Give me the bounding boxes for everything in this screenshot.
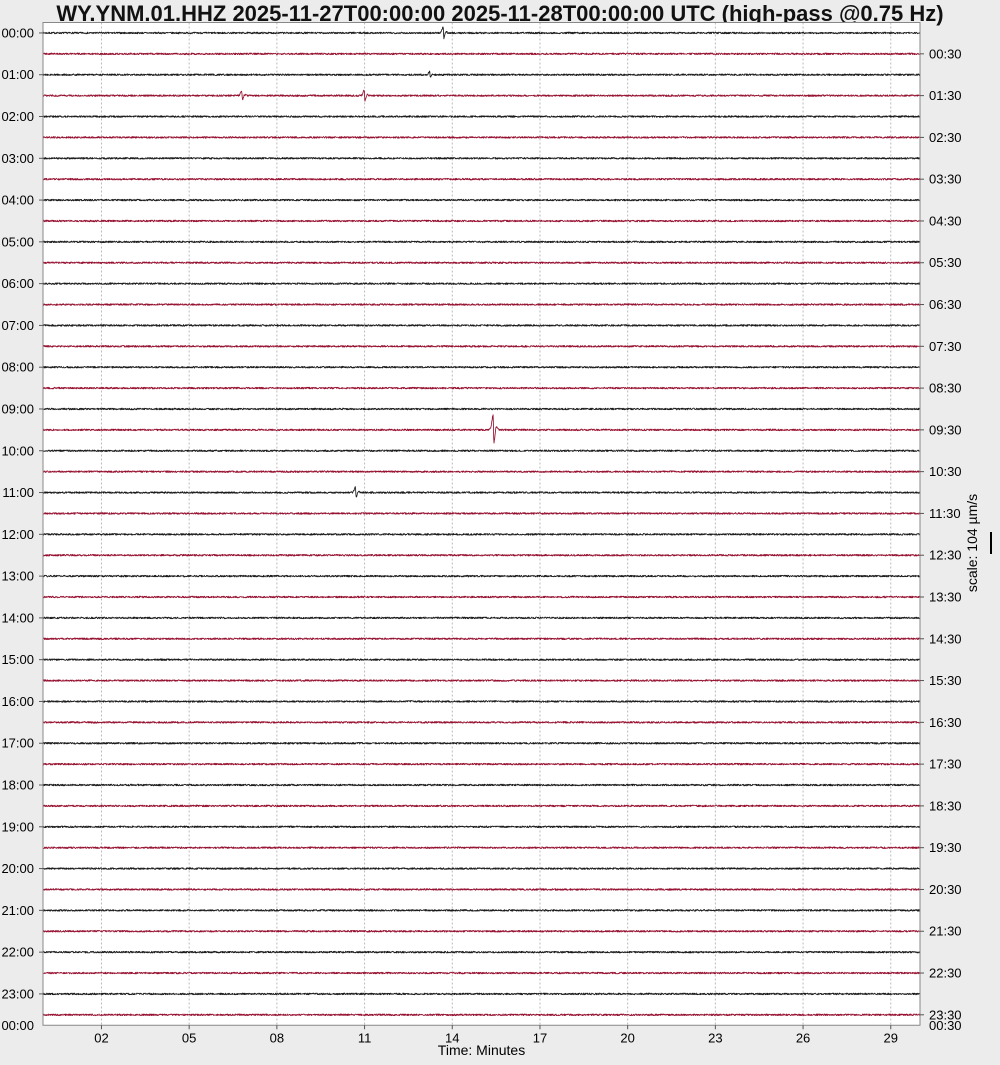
svg-text:07:00: 07:00 — [1, 318, 34, 333]
svg-text:10:30: 10:30 — [929, 464, 962, 479]
svg-text:03:30: 03:30 — [929, 172, 962, 187]
svg-text:20:00: 20:00 — [1, 861, 34, 876]
svg-text:01:30: 01:30 — [929, 88, 962, 103]
svg-text:17: 17 — [533, 1030, 547, 1045]
svg-text:08: 08 — [270, 1030, 284, 1045]
svg-text:08:30: 08:30 — [929, 381, 962, 396]
svg-text:14:30: 14:30 — [929, 631, 962, 646]
svg-text:01:00: 01:00 — [1, 67, 34, 82]
svg-text:18:30: 18:30 — [929, 798, 962, 813]
svg-text:00:00: 00:00 — [1, 1018, 34, 1033]
svg-text:02:00: 02:00 — [1, 109, 34, 124]
svg-text:Time: Minutes: Time: Minutes — [438, 1042, 525, 1058]
svg-text:26: 26 — [796, 1030, 810, 1045]
svg-text:23:00: 23:00 — [1, 986, 34, 1001]
svg-text:08:00: 08:00 — [1, 360, 34, 375]
svg-text:19:00: 19:00 — [1, 819, 34, 834]
svg-text:06:00: 06:00 — [1, 276, 34, 291]
svg-text:12:00: 12:00 — [1, 527, 34, 542]
svg-text:22:00: 22:00 — [1, 945, 34, 960]
svg-text:04:30: 04:30 — [929, 213, 962, 228]
svg-text:04:00: 04:00 — [1, 193, 34, 208]
svg-text:17:00: 17:00 — [1, 736, 34, 751]
svg-text:11:00: 11:00 — [2, 485, 34, 500]
svg-text:29: 29 — [884, 1030, 898, 1045]
svg-text:21:30: 21:30 — [929, 924, 962, 939]
svg-text:20: 20 — [620, 1030, 634, 1045]
svg-text:16:30: 16:30 — [929, 715, 962, 730]
svg-text:14:00: 14:00 — [1, 610, 34, 625]
svg-text:19:30: 19:30 — [929, 840, 962, 855]
svg-text:17:30: 17:30 — [929, 757, 962, 772]
svg-text:07:30: 07:30 — [929, 339, 962, 354]
svg-text:06:30: 06:30 — [929, 297, 962, 312]
svg-text:15:30: 15:30 — [929, 673, 962, 688]
svg-text:22:30: 22:30 — [929, 966, 962, 981]
svg-text:16:00: 16:00 — [1, 694, 34, 709]
svg-text:21:00: 21:00 — [1, 903, 34, 918]
svg-text:00:30: 00:30 — [929, 1018, 962, 1033]
svg-text:23: 23 — [708, 1030, 722, 1045]
svg-text:00:00: 00:00 — [1, 25, 34, 40]
svg-text:18:00: 18:00 — [1, 778, 34, 793]
svg-text:00:30: 00:30 — [929, 46, 962, 61]
svg-text:03:00: 03:00 — [1, 151, 34, 166]
svg-text:12:30: 12:30 — [929, 548, 962, 563]
svg-text:02: 02 — [94, 1030, 108, 1045]
svg-text:10:00: 10:00 — [1, 443, 34, 458]
svg-text:13:30: 13:30 — [929, 589, 962, 604]
svg-text:15:00: 15:00 — [1, 652, 34, 667]
svg-text:11:30: 11:30 — [929, 506, 961, 521]
svg-text:scale: 104 µm/s: scale: 104 µm/s — [964, 494, 980, 592]
svg-text:09:30: 09:30 — [929, 422, 962, 437]
svg-text:11: 11 — [358, 1030, 372, 1045]
svg-text:20:30: 20:30 — [929, 882, 962, 897]
svg-text:13:00: 13:00 — [1, 569, 34, 584]
svg-text:05:30: 05:30 — [929, 255, 962, 270]
svg-text:09:00: 09:00 — [1, 401, 34, 416]
svg-text:05: 05 — [182, 1030, 196, 1045]
svg-text:02:30: 02:30 — [929, 130, 962, 145]
svg-text:05:00: 05:00 — [1, 234, 34, 249]
